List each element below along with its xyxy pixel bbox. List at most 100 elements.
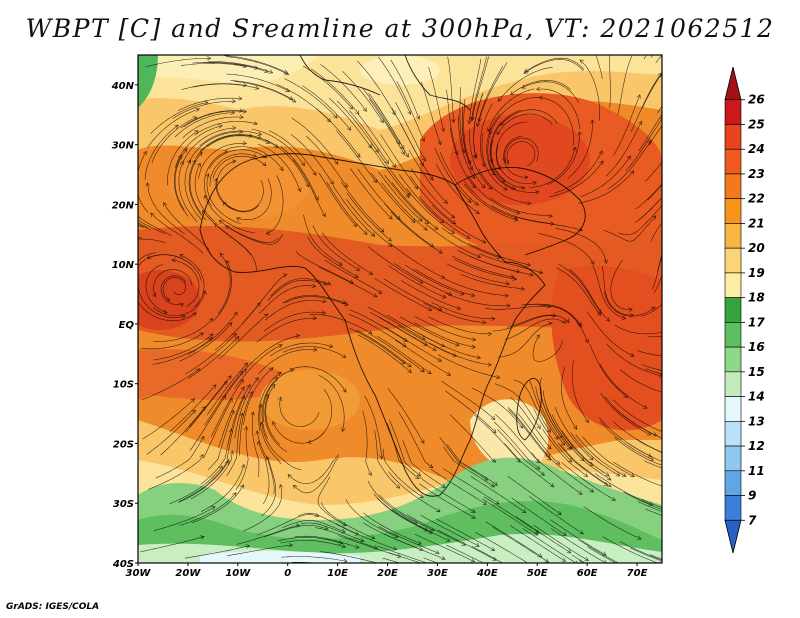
streamline xyxy=(547,131,580,186)
streamline xyxy=(487,135,516,190)
streamline-arrow xyxy=(501,571,505,574)
streamline-arrow xyxy=(420,439,425,444)
streamline-arrow xyxy=(373,293,378,298)
streamline xyxy=(434,147,472,203)
streamline-arrow xyxy=(472,337,477,342)
streamline xyxy=(460,273,525,290)
streamline xyxy=(251,411,260,477)
streamline-arrow xyxy=(352,222,358,228)
streamline-arrow xyxy=(532,181,537,186)
streamline-arrow xyxy=(452,353,458,358)
streamline xyxy=(657,105,662,114)
streamline-arrow xyxy=(292,484,298,490)
streamline xyxy=(399,316,460,346)
streamline xyxy=(264,394,288,453)
streamline-arrow xyxy=(490,547,496,551)
streamline-arrow xyxy=(506,303,511,309)
streamline xyxy=(561,430,610,477)
streamline-arrow xyxy=(693,461,697,465)
streamline xyxy=(216,160,236,210)
streamline-arrow xyxy=(450,229,455,234)
streamline-arrow xyxy=(486,127,492,132)
streamline xyxy=(236,178,272,220)
streamline xyxy=(295,251,354,284)
lon-label: 40E xyxy=(476,568,498,579)
streamline-arrow xyxy=(579,59,584,64)
streamline xyxy=(449,414,496,463)
streamline xyxy=(410,176,456,225)
lon-label: 30E xyxy=(427,568,448,579)
streamline-arrow xyxy=(271,421,276,426)
streamline-arrow xyxy=(467,198,472,203)
streamline-arrow xyxy=(540,471,545,476)
streamline-arrow xyxy=(560,441,565,446)
streamline-arrow xyxy=(684,131,688,135)
streamline xyxy=(487,160,540,193)
streamline xyxy=(222,179,264,212)
streamline-arrow xyxy=(698,353,702,357)
streamline xyxy=(440,152,479,206)
streamline xyxy=(282,520,346,533)
streamline-arrow xyxy=(202,290,207,295)
streamline-arrow xyxy=(312,315,318,321)
streamline-arrow xyxy=(113,179,117,183)
streamline-arrow xyxy=(209,333,214,338)
streamline-arrow xyxy=(264,68,269,73)
streamline xyxy=(523,303,582,328)
streamline-arrow xyxy=(277,396,282,402)
streamline xyxy=(264,139,310,188)
streamline-arrow xyxy=(239,379,244,384)
streamline xyxy=(504,443,555,488)
streamline-arrow xyxy=(256,302,261,307)
streamline xyxy=(554,406,594,461)
streamline-arrow xyxy=(651,306,656,312)
streamline xyxy=(140,332,204,350)
streamline-arrow xyxy=(377,289,383,294)
streamline-arrow xyxy=(243,362,249,368)
streamline-arrow xyxy=(505,281,510,286)
streamline xyxy=(651,254,662,290)
streamline-arrow xyxy=(493,481,498,486)
streamline-arrow xyxy=(242,63,248,69)
streamline-arrow xyxy=(322,281,328,286)
streamline-arrow xyxy=(257,131,263,136)
streamline xyxy=(363,512,422,545)
streamline-arrow xyxy=(678,162,682,166)
streamline-arrow xyxy=(266,456,271,461)
streamline-arrow xyxy=(113,183,117,187)
streamline-arrow xyxy=(429,243,435,248)
streamline-arrow xyxy=(341,544,347,549)
streamline xyxy=(212,155,267,179)
colorbar-box xyxy=(724,272,742,298)
colorbar-label: 20 xyxy=(748,241,765,255)
streamline-arrow xyxy=(200,435,205,441)
streamline xyxy=(602,536,659,563)
streamline xyxy=(645,368,662,375)
streamline-arrow xyxy=(328,343,334,348)
streamline-arrow xyxy=(470,116,475,121)
streamline-arrow xyxy=(548,321,553,326)
streamline-arrow xyxy=(181,315,186,320)
streamline xyxy=(287,454,339,484)
streamline-arrow xyxy=(355,266,361,271)
streamline xyxy=(491,205,554,225)
streamline xyxy=(314,527,378,549)
streamline xyxy=(532,524,589,561)
streamline xyxy=(292,159,326,217)
streamline xyxy=(492,315,557,332)
streamline xyxy=(345,499,399,538)
colorbar-box xyxy=(724,124,742,150)
streamline xyxy=(589,344,628,398)
streamline-arrow xyxy=(194,130,199,135)
streamline xyxy=(510,80,571,95)
streamline xyxy=(446,544,484,563)
streamline xyxy=(423,302,486,323)
streamline-arrow xyxy=(536,465,541,470)
streamline xyxy=(171,259,200,307)
streamline-arrow xyxy=(704,476,708,480)
streamline-arrow xyxy=(577,131,582,136)
streamline xyxy=(320,64,367,112)
streamline-arrow xyxy=(439,219,445,224)
streamline xyxy=(475,531,529,563)
streamline-arrow xyxy=(239,412,244,417)
